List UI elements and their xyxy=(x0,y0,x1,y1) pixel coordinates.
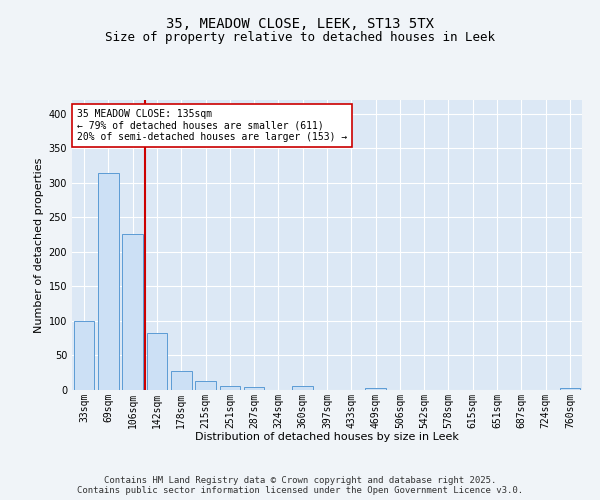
Text: 35 MEADOW CLOSE: 135sqm
← 79% of detached houses are smaller (611)
20% of semi-d: 35 MEADOW CLOSE: 135sqm ← 79% of detache… xyxy=(77,108,347,142)
Text: Size of property relative to detached houses in Leek: Size of property relative to detached ho… xyxy=(105,31,495,44)
X-axis label: Distribution of detached houses by size in Leek: Distribution of detached houses by size … xyxy=(195,432,459,442)
Bar xyxy=(365,388,386,390)
Bar xyxy=(560,388,580,390)
Bar xyxy=(122,234,143,390)
Y-axis label: Number of detached properties: Number of detached properties xyxy=(34,158,44,332)
Text: Contains HM Land Registry data © Crown copyright and database right 2025.
Contai: Contains HM Land Registry data © Crown c… xyxy=(77,476,523,495)
Text: 35, MEADOW CLOSE, LEEK, ST13 5TX: 35, MEADOW CLOSE, LEEK, ST13 5TX xyxy=(166,18,434,32)
Bar xyxy=(74,321,94,390)
Bar xyxy=(98,172,119,390)
Bar xyxy=(195,381,216,390)
Bar xyxy=(146,332,167,390)
Bar xyxy=(292,386,313,390)
Bar xyxy=(244,387,265,390)
Bar xyxy=(220,386,240,390)
Bar xyxy=(171,370,191,390)
